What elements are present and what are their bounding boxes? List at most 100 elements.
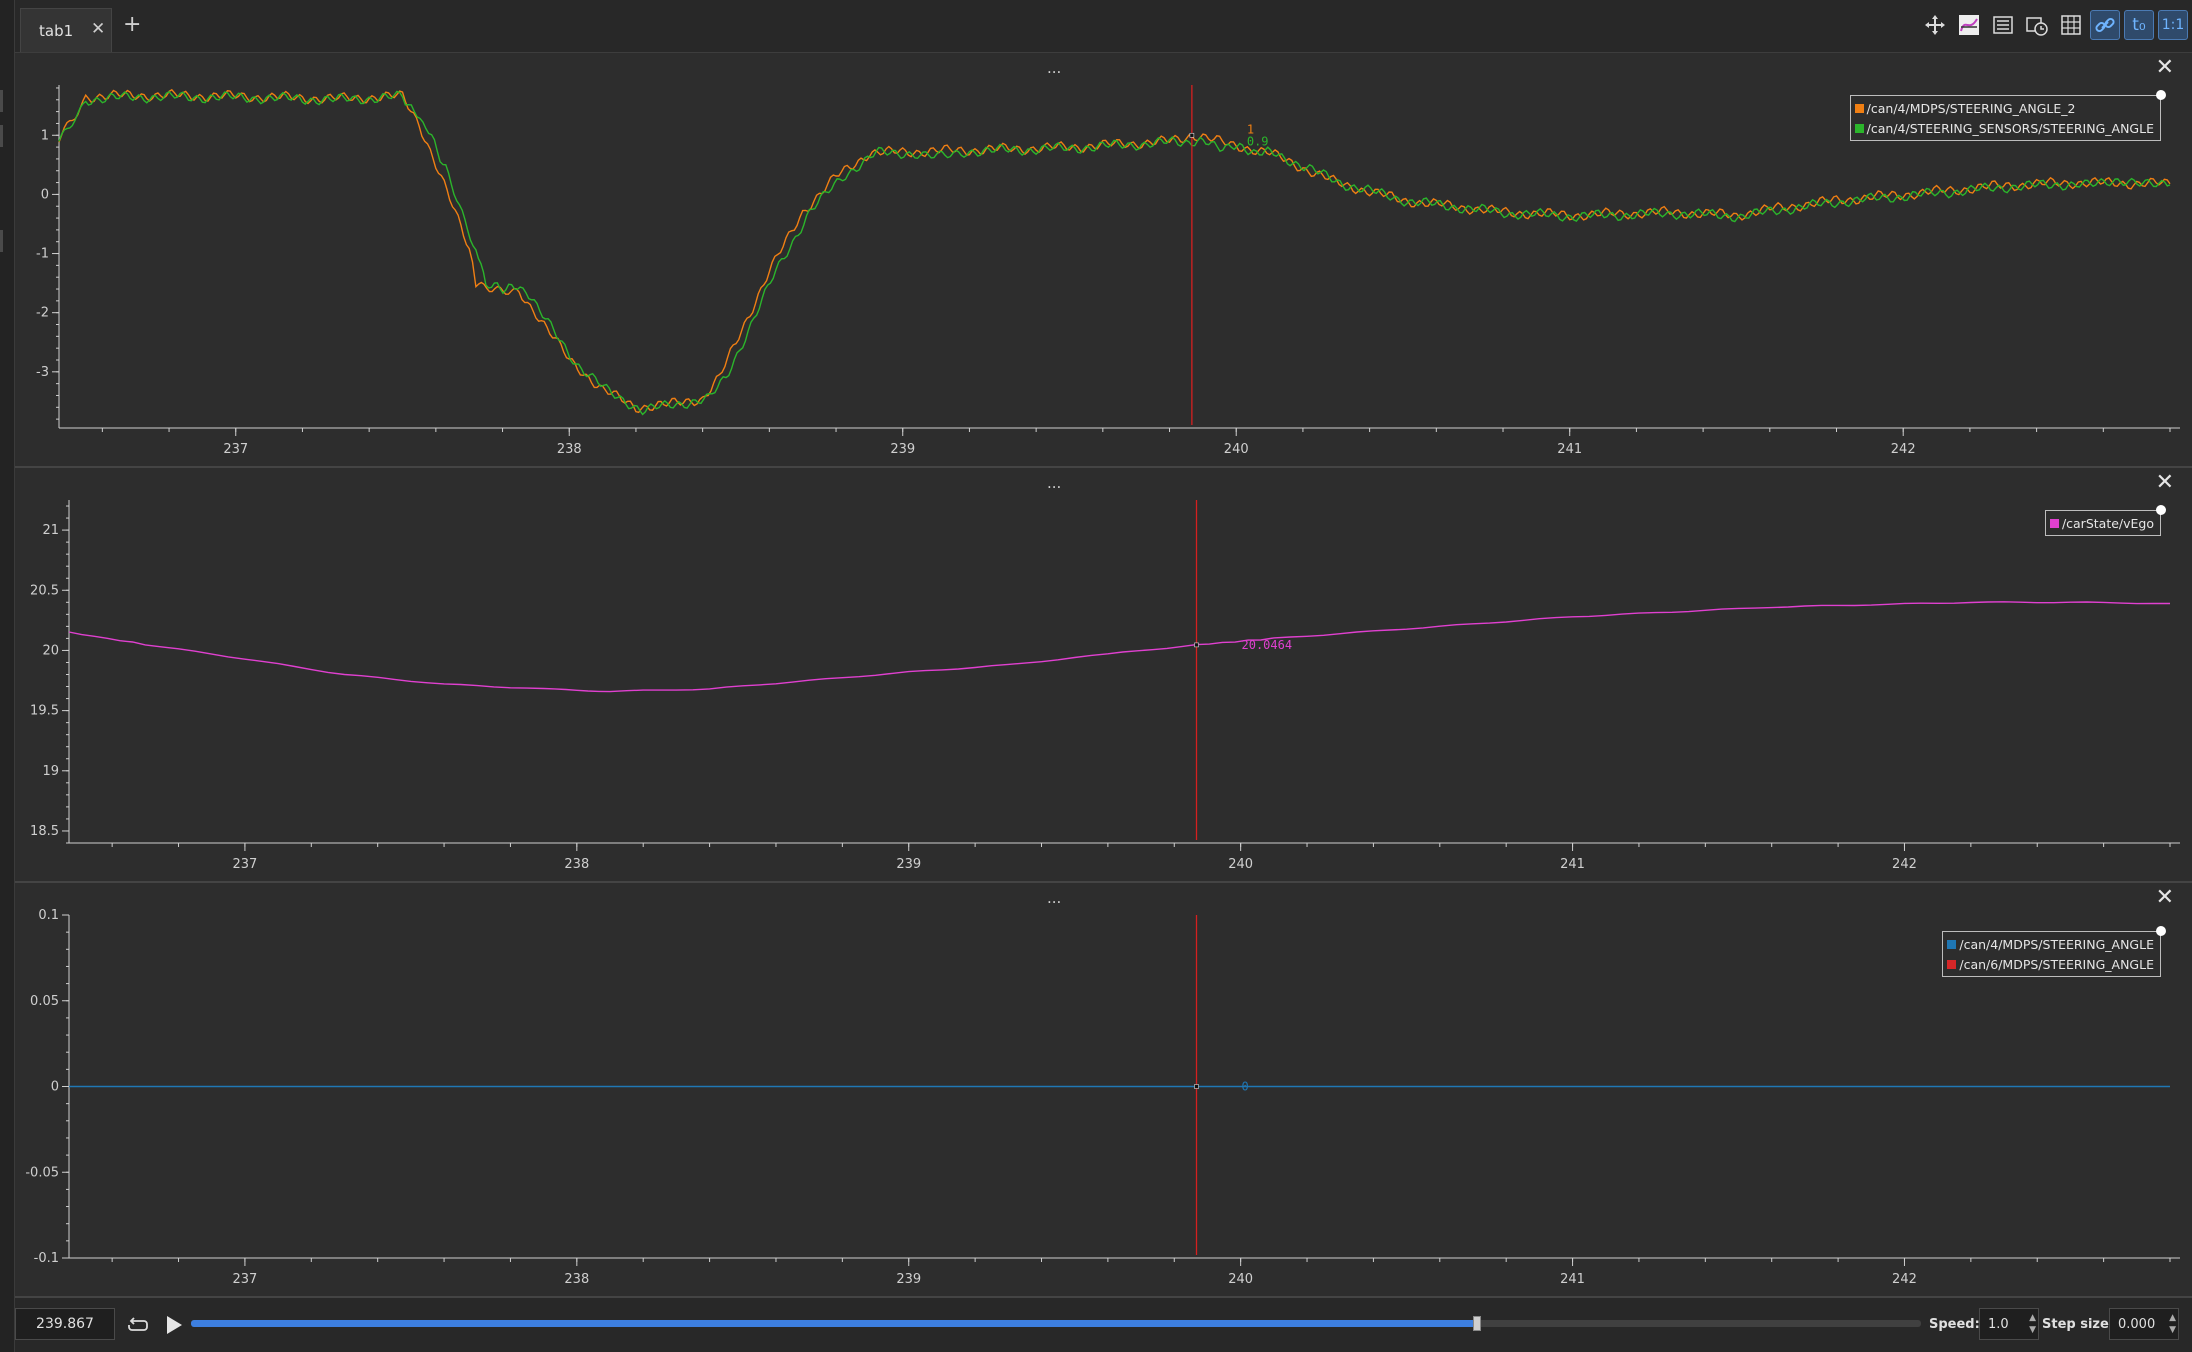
x-tick-label: 239 xyxy=(890,442,915,457)
link-zoom-icon[interactable] xyxy=(2090,10,2120,40)
y-tick-label: 20.5 xyxy=(30,583,59,598)
legend-swatch xyxy=(1947,939,1957,949)
legend-swatch xyxy=(1854,123,1864,133)
x-tick-label: 238 xyxy=(564,857,589,872)
plot-panel-1[interactable]: 1 0 -1 -2 -3 237 238 239 240 241 242 1 0.9 ... ✕ /ca… xyxy=(15,53,2192,468)
timeline-slider[interactable] xyxy=(191,1316,1921,1331)
legend-label: /can/4/MDPS/STEERING_ANGLE xyxy=(1959,936,2154,952)
x-tick-label: 239 xyxy=(896,857,921,872)
x-tick-label: 240 xyxy=(1228,1272,1253,1287)
close-plot-icon[interactable]: ✕ xyxy=(2155,470,2174,495)
relative-time-icon[interactable]: t₀ xyxy=(2124,10,2154,40)
playback-bar: 239.867 Speed: 1.0 ▲ ▼ Step size: 0.000 ▲… xyxy=(15,1298,2192,1352)
x-tick-label: 238 xyxy=(564,1272,589,1287)
cursor-value-label: 0.9 xyxy=(1247,134,1269,148)
legend-entry[interactable]: /can/4/MDPS/STEERING_ANGLE xyxy=(1947,934,2154,954)
legend-entry[interactable]: /can/4/STEERING_SENSORS/STEERING_ANGLE xyxy=(1854,118,2154,138)
close-tab-icon[interactable]: ✕ xyxy=(91,19,106,39)
plot-area: 1 0 -1 -2 -3 237 238 239 240 241 242 1 0.9 ... ✕ /ca… xyxy=(15,53,2192,1298)
plot-panel-3[interactable]: 0.1 0.05 0 -0.05 -0.1 237 238 239 240 241 242 0 ...… xyxy=(15,883,2192,1298)
legend-entry[interactable]: /can/6/MDPS/STEERING_ANGLE xyxy=(1947,954,2154,974)
x-tick-label: 242 xyxy=(1891,442,1916,457)
speed-label: Speed: xyxy=(1929,1317,1980,1332)
y-tick-label: 1 xyxy=(41,128,49,143)
y-tick-label: 20 xyxy=(42,643,59,658)
legend-swatch xyxy=(1947,959,1957,969)
toolbar: t₀ 1:1 xyxy=(1920,10,2188,42)
plot-title: ... xyxy=(1047,889,1062,907)
y-tick-label: -3 xyxy=(36,365,49,380)
plot-panel-2[interactable]: 21 20.5 20 19.5 19 18.5 237 238 239 240 241 242 20.0… xyxy=(15,468,2192,883)
edit-curves-icon[interactable] xyxy=(1954,10,1984,40)
y-tick-label: -2 xyxy=(36,306,49,321)
time-remap-icon[interactable] xyxy=(2022,10,2052,40)
tab-tab1[interactable]: tab1 ✕ xyxy=(20,8,112,52)
cursor-marker xyxy=(1194,1084,1199,1089)
current-time-field[interactable]: 239.867 xyxy=(15,1308,115,1340)
step-size-value: 0.000 xyxy=(2118,1316,2156,1332)
legend-entry[interactable]: /carState/vEgo xyxy=(2049,513,2154,533)
tab-bar: tab1 ✕ + t₀ xyxy=(15,0,2192,53)
legend-drag-handle[interactable] xyxy=(2156,505,2166,515)
y-tick-label: 21 xyxy=(42,523,59,538)
y-tick-label: -0.1 xyxy=(34,1251,59,1266)
loop-icon[interactable] xyxy=(123,1310,153,1340)
y-tick-label: 0 xyxy=(51,1080,59,1095)
left-dock-rail xyxy=(0,0,15,1352)
x-tick-label: 239 xyxy=(896,1272,921,1287)
rail-marker xyxy=(0,230,3,252)
legend-drag-handle[interactable] xyxy=(2156,926,2166,936)
y-tick-label: 19.5 xyxy=(30,704,59,719)
ratio-icon[interactable]: 1:1 xyxy=(2158,10,2188,40)
plot-legend[interactable]: /can/4/MDPS/STEERING_ANGLE /can/6/MDPS/S… xyxy=(1942,926,2166,977)
x-tick-label: 242 xyxy=(1892,857,1917,872)
y-tick-label: -1 xyxy=(36,247,49,262)
series-line-1 xyxy=(68,601,2170,693)
plot-legend[interactable]: /carState/vEgo xyxy=(2044,505,2166,536)
plot-window: tab1 ✕ + t₀ xyxy=(15,0,2192,1352)
tab-label: tab1 xyxy=(39,22,74,40)
plot-canvas-2[interactable]: 21 20.5 20 19.5 19 18.5 237 238 239 240 241 242 20.0… xyxy=(15,468,2192,883)
legend-swatch xyxy=(2049,518,2059,528)
timeline-handle[interactable] xyxy=(1473,1316,1482,1331)
x-tick-label: 240 xyxy=(1228,857,1253,872)
ratio-text: 1:1 xyxy=(2161,17,2185,33)
close-plot-icon[interactable]: ✕ xyxy=(2155,885,2174,910)
step-size-label: Step size: xyxy=(2042,1317,2115,1332)
series-line-1 xyxy=(58,88,2171,414)
y-tick-label: 0.1 xyxy=(38,908,59,923)
close-plot-icon[interactable]: ✕ xyxy=(2155,55,2174,80)
y-tick-label: 0.05 xyxy=(30,994,59,1009)
grid-icon[interactable] xyxy=(2056,10,2086,40)
play-icon[interactable] xyxy=(161,1310,187,1340)
relative-time-text: t₀ xyxy=(2132,15,2146,35)
add-tab-icon[interactable]: + xyxy=(123,12,142,37)
pan-icon[interactable] xyxy=(1920,10,1950,40)
y-tick-label: 19 xyxy=(42,764,59,779)
x-tick-label: 240 xyxy=(1224,442,1249,457)
speed-spinbox[interactable]: 1.0 ▲ ▼ xyxy=(1979,1308,2039,1340)
x-tick-label: 241 xyxy=(1557,442,1582,457)
legend-drag-handle[interactable] xyxy=(2156,90,2166,100)
plot-legend[interactable]: /can/4/MDPS/STEERING_ANGLE_2 /can/4/STEE… xyxy=(1849,90,2166,141)
legend-entry[interactable]: /can/4/MDPS/STEERING_ANGLE_2 xyxy=(1854,98,2154,118)
plot-title: ... xyxy=(1047,474,1062,492)
rail-marker xyxy=(0,90,3,112)
timeline-progress xyxy=(191,1320,1478,1327)
legend-list-icon[interactable] xyxy=(1988,10,2018,40)
cursor-value-label: 20.0464 xyxy=(1242,638,1293,652)
step-size-spinbox[interactable]: 0.000 ▲ ▼ xyxy=(2109,1308,2179,1340)
legend-label: /can/4/STEERING_SENSORS/STEERING_ANGLE xyxy=(1866,120,2154,136)
cursor-marker xyxy=(1189,132,1195,138)
plot-canvas-3[interactable]: 0.1 0.05 0 -0.05 -0.1 237 238 239 240 241 242 0 xyxy=(15,883,2192,1298)
legend-label: /can/6/MDPS/STEERING_ANGLE xyxy=(1959,956,2154,972)
speed-value: 1.0 xyxy=(1988,1316,2009,1332)
series-line-2 xyxy=(58,90,2171,416)
y-tick-label: 18.5 xyxy=(30,824,59,839)
x-tick-label: 241 xyxy=(1560,1272,1585,1287)
plot-title: ... xyxy=(1047,59,1062,77)
spin-arrows-icon[interactable]: ▲ ▼ xyxy=(2029,1313,2036,1335)
cursor-value-label: 1 xyxy=(1247,122,1254,136)
spin-arrows-icon[interactable]: ▲ ▼ xyxy=(2169,1313,2176,1335)
